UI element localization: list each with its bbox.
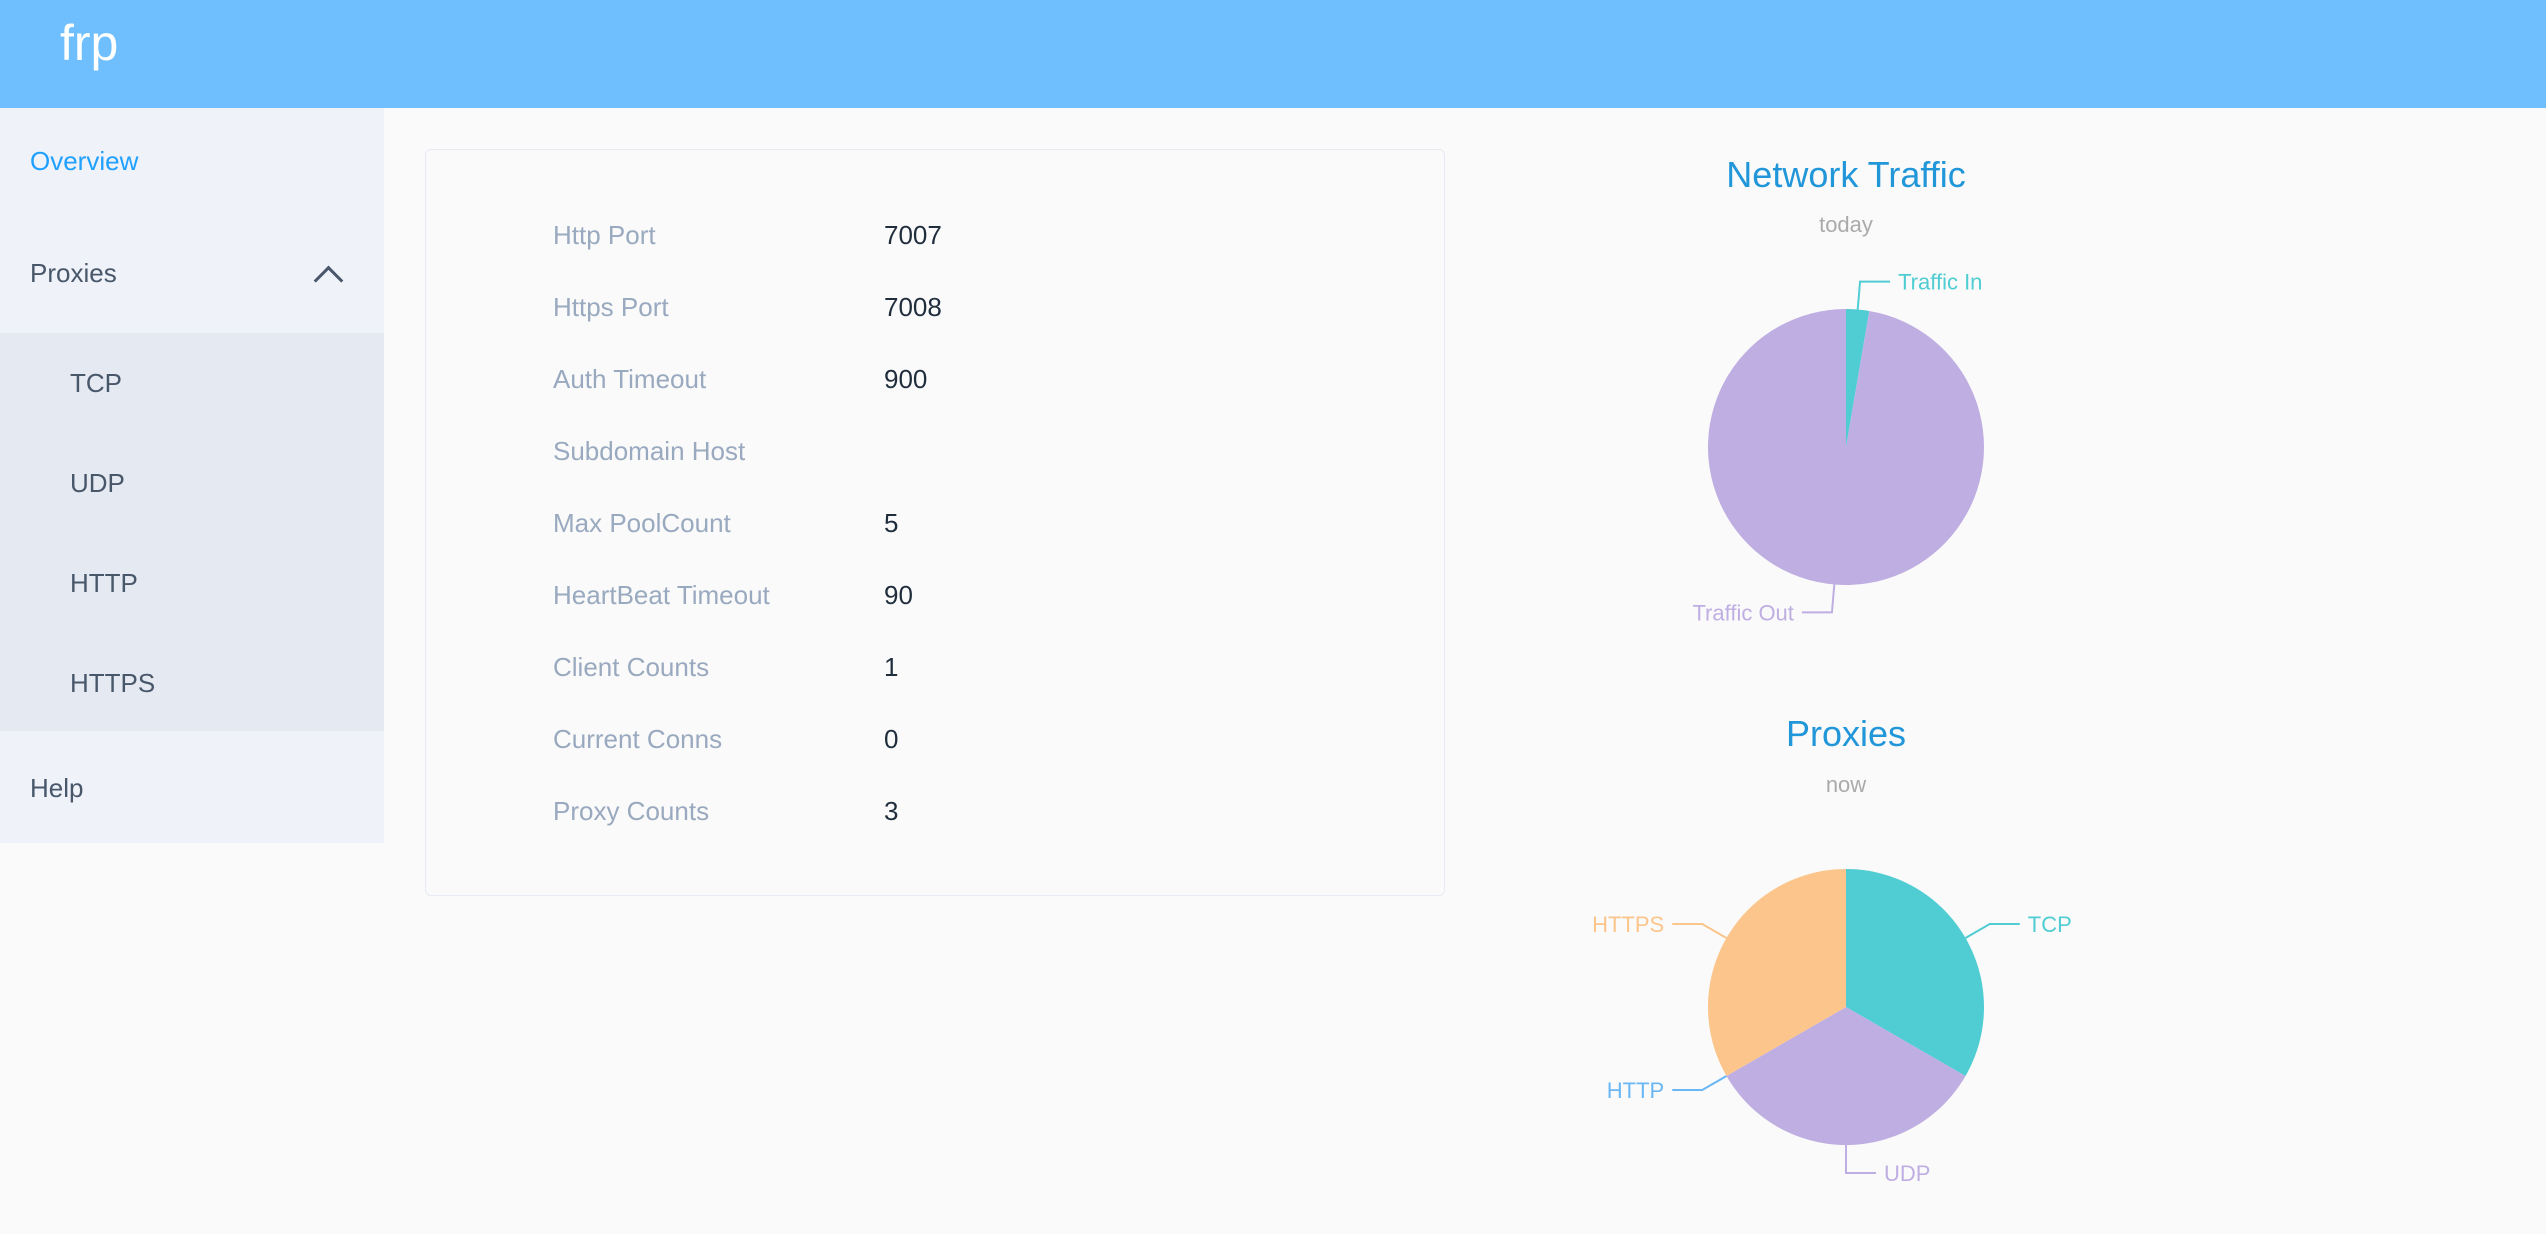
top-header: frp	[0, 0, 2546, 108]
label-line-http	[1672, 1075, 1727, 1091]
server-info-card: Http Port 7007 Https Port 7008 Auth Timeou…	[425, 149, 1445, 896]
proxies-submenu: TCP UDP HTTP HTTPS	[0, 333, 384, 731]
info-label: Client Counts	[553, 652, 710, 682]
label-line-https	[1672, 923, 1727, 939]
info-label: Max PoolCount	[553, 508, 731, 538]
sidebar-item-http[interactable]: HTTP	[70, 568, 138, 598]
pie-slice-udp[interactable]	[1726, 1007, 1966, 1145]
sidebar-item-tcp[interactable]: TCP	[70, 368, 122, 398]
brand-logo: frp	[60, 15, 119, 71]
pie-label-traffic-out: Traffic Out	[1692, 600, 1793, 625]
info-label: Auth Timeout	[553, 364, 707, 394]
pie-label-traffic-in: Traffic In	[1898, 270, 1982, 295]
pie-label-http: HTTP	[1607, 1078, 1664, 1103]
info-value: 3	[884, 796, 899, 826]
info-value: 5	[884, 508, 899, 538]
pie-slice-traffic-out[interactable]	[1708, 309, 1984, 585]
info-label: HeartBeat Timeout	[553, 580, 770, 610]
sidebar-item-label: Proxies	[30, 258, 117, 288]
sidebar-item-label: Help	[30, 773, 84, 803]
sidebar-item-https[interactable]: HTTPS	[70, 668, 156, 698]
label-line-traffic-out	[1801, 584, 1836, 614]
info-value: 0	[884, 724, 899, 754]
pie-label-udp: UDP	[1884, 1161, 1930, 1186]
sidebar: Overview Proxies TCP UDP HTTP HTTPS Help	[0, 108, 384, 843]
chevron-up-icon	[313, 265, 344, 296]
chart-title: Network Traffic	[1726, 154, 1965, 195]
label-line-traffic-in	[1856, 280, 1891, 310]
pie-slice-traffic-in[interactable]	[1846, 309, 1870, 447]
info-value: 1	[884, 652, 899, 682]
sidebar-item-label: Overview	[30, 146, 139, 176]
sidebar-item-proxies[interactable]: Proxies	[0, 258, 384, 298]
info-label: Proxy Counts	[553, 796, 710, 826]
pie-slice-https[interactable]	[1708, 869, 1846, 1076]
pie-slice-tcp[interactable]	[1846, 869, 1984, 1076]
pie-label-tcp: TCP	[2028, 912, 2072, 937]
info-value: 7008	[884, 292, 942, 322]
sidebar-item-udp[interactable]: UDP	[70, 468, 125, 498]
network-traffic-chart: Network Traffic today Traffic In Traffic …	[1692, 154, 1984, 625]
info-value: 7007	[884, 220, 942, 250]
proxies-chart: Proxies now TCP UDP HTTP HTTPS	[1592, 713, 2072, 1186]
info-label: Http Port	[553, 220, 656, 250]
info-label: Subdomain Host	[553, 436, 746, 466]
chart-title: Proxies	[1786, 713, 1906, 754]
info-value: 900	[884, 364, 928, 394]
chart-subtitle: today	[1819, 212, 1873, 237]
label-line-udp	[1845, 1145, 1876, 1174]
label-line-tcp	[1965, 923, 2020, 939]
info-value: 90	[884, 580, 913, 610]
charts-area: Network Traffic today Traffic In Traffic …	[1592, 154, 2072, 1186]
chart-subtitle: now	[1826, 772, 1866, 797]
info-label: Https Port	[553, 292, 669, 322]
pie-label-https: HTTPS	[1592, 912, 1664, 937]
info-label: Current Conns	[553, 724, 723, 754]
